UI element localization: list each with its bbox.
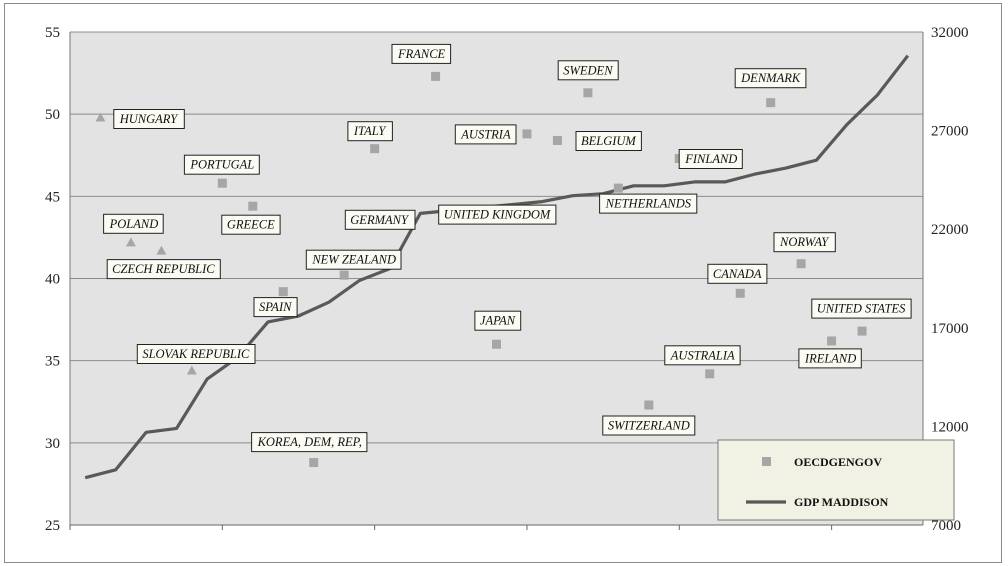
data-point-square [552, 135, 562, 145]
y-left-tick-label: 40 [45, 272, 60, 288]
data-label-box [773, 232, 836, 253]
y-left-tick-label: 45 [45, 189, 60, 205]
data-label: AUSTRIA [460, 127, 511, 141]
legend-box [717, 439, 955, 521]
legend-marker-square [762, 457, 771, 466]
data-point-square [492, 339, 501, 349]
data-label: FRANCE [397, 47, 446, 61]
data-label: FINLAND [684, 152, 737, 166]
y-right-tick-label: 22000 [931, 222, 969, 238]
data-label-box [136, 344, 256, 364]
data-label-box [113, 109, 185, 129]
data-label-box [678, 149, 743, 169]
data-label: HUNGARY [119, 112, 179, 126]
data-label-box [664, 345, 741, 366]
data-point-square [339, 270, 349, 280]
data-label-box [183, 154, 260, 175]
data-label-box [103, 213, 164, 234]
data-label-box [344, 209, 416, 230]
data-label: KOREA, DEM, REP, [257, 435, 362, 449]
y-right-tick-label: 17000 [931, 321, 969, 337]
data-point-square [278, 287, 288, 297]
data-label: NORWAY [779, 235, 830, 249]
data-label: CANADA [713, 267, 762, 281]
data-label-box [575, 131, 642, 151]
data-label-box [599, 193, 698, 214]
data-label-box [438, 204, 557, 225]
data-point-square [217, 178, 227, 188]
data-point-triangle [125, 237, 136, 247]
data-label: UNITED KINGDOM [444, 208, 551, 222]
data-label: CZECH REPUBLIC [112, 262, 215, 276]
data-point-square [827, 336, 837, 346]
data-point-square [309, 458, 319, 468]
data-point-square [796, 259, 806, 269]
data-point-square [644, 400, 654, 410]
data-point-square [705, 369, 715, 379]
data-label-box [811, 298, 912, 319]
y-right-tick-label: 12000 [931, 419, 969, 435]
data-label-box [251, 432, 368, 453]
data-point-square [431, 71, 441, 81]
data-label: SWEDEN [563, 63, 613, 77]
data-label: NETHERLANDS [605, 197, 692, 211]
y-left-tick-label: 50 [45, 107, 60, 123]
data-label: JAPAN [480, 314, 516, 328]
data-point-triangle [95, 112, 106, 122]
data-label: PORTUGAL [189, 158, 254, 172]
y-right-tick-label: 27000 [931, 124, 969, 140]
data-label: IRELAND [804, 351, 856, 365]
legend-label: GDP MADDISON [794, 495, 889, 509]
data-label-box [798, 348, 862, 369]
data-point-triangle [186, 365, 197, 375]
data-label-box [305, 249, 402, 270]
data-point-square [370, 144, 380, 154]
data-label-box [454, 124, 517, 145]
y-left-tick-label: 55 [45, 25, 60, 41]
data-label-box [253, 297, 298, 318]
data-label: GERMANY [350, 213, 410, 227]
y-right-tick-label: 7000 [931, 518, 961, 534]
data-label: NEW ZEALAND [311, 253, 396, 267]
y-left-tick-label: 35 [45, 354, 60, 370]
legend-label: OECDGENGOV [794, 455, 882, 469]
data-label: SWITZERLAND [608, 419, 690, 433]
data-label: UNITED STATES [817, 302, 906, 316]
data-label-box [221, 214, 281, 235]
data-label-box [602, 415, 696, 436]
data-label: ITALY [353, 124, 388, 138]
data-label-box [707, 263, 768, 284]
data-label: AUSTRALIA [670, 348, 735, 362]
data-label-box [347, 121, 393, 142]
data-label-box [557, 60, 619, 81]
data-label: SPAIN [259, 300, 292, 314]
y-left-tick-label: 25 [45, 518, 60, 534]
data-label-box [734, 68, 807, 89]
data-point-square [613, 183, 623, 193]
data-label: BELGIUM [581, 134, 636, 148]
y-left-tick-label: 30 [45, 436, 60, 452]
data-point-square [248, 201, 258, 211]
data-label-box [474, 310, 522, 331]
data-label-box [106, 259, 221, 280]
data-point-square [766, 98, 776, 108]
data-label-box [391, 43, 452, 64]
data-label: SLOVAK REPUBLIC [142, 347, 250, 361]
data-label: GREECE [227, 218, 275, 232]
data-point-square [735, 288, 745, 298]
data-point-square [857, 326, 867, 336]
data-label: POLAND [109, 217, 159, 231]
data-point-square [522, 129, 532, 139]
data-label: DENMARK [740, 71, 801, 85]
data-point-triangle [156, 245, 167, 255]
y-right-tick-label: 32000 [931, 25, 969, 41]
data-point-square [583, 88, 593, 98]
